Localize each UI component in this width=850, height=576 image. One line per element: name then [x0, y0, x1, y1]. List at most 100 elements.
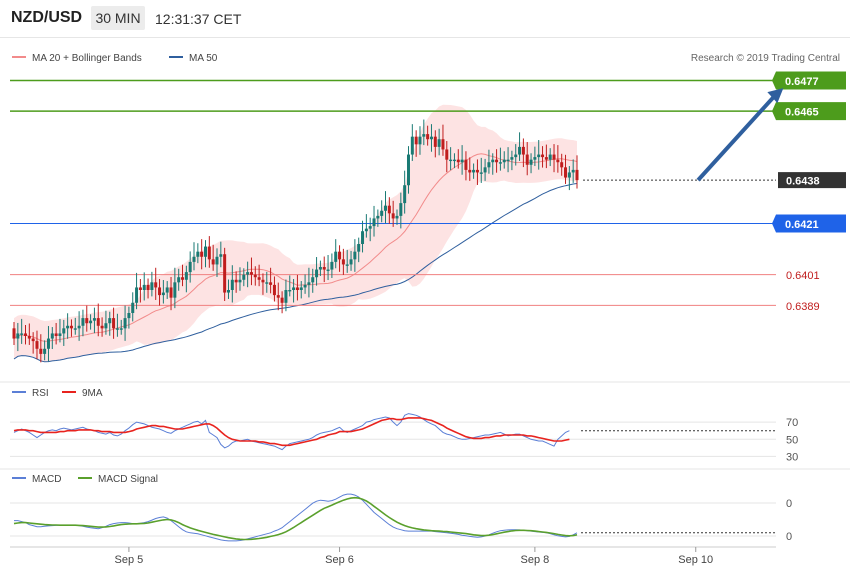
candle [495, 159, 499, 163]
candle [376, 215, 380, 219]
candle [77, 325, 81, 329]
candle [234, 279, 238, 283]
header-divider [0, 37, 850, 38]
candle [307, 282, 311, 285]
candle [50, 333, 54, 339]
candle [253, 274, 257, 278]
macd-signal-line [13, 496, 578, 541]
candle [537, 154, 541, 158]
legend-label-rsi: RSI [32, 388, 49, 399]
candle [506, 159, 510, 162]
ma20-line [13, 153, 578, 342]
candle [552, 154, 556, 160]
candle [429, 136, 433, 140]
rsi-tick-label: 70 [786, 417, 798, 429]
candle [295, 287, 299, 290]
candle [487, 162, 491, 168]
candle [322, 267, 326, 270]
rsi-panel: RSI 9MA 70 50 30 [0, 381, 850, 463]
legend-label-macd: MACD [32, 474, 61, 485]
macd-tick-label: 0 [786, 498, 792, 510]
candle [261, 279, 265, 283]
candle [127, 313, 131, 319]
candle [169, 287, 173, 298]
candle [23, 333, 27, 336]
candle [207, 246, 211, 260]
candle [89, 320, 93, 324]
candle [161, 292, 165, 296]
candle [81, 318, 85, 326]
candle [96, 318, 100, 326]
level-label-0.6477: 0.6477 [785, 76, 819, 88]
candle [242, 274, 246, 280]
candle [353, 251, 357, 260]
candle [119, 328, 123, 330]
candle [518, 146, 522, 155]
chart-header: NZD/USD 30 MIN 12:31:37 CET [0, 0, 850, 38]
candle [311, 277, 315, 283]
candle [541, 154, 545, 158]
rsi-line [13, 413, 570, 451]
candle [384, 205, 388, 211]
candle [472, 169, 476, 173]
level-tag-0.6477 [772, 71, 846, 90]
candle [154, 282, 158, 288]
candle [345, 264, 349, 266]
candle [318, 267, 322, 270]
time-tick-label: Sep 10 [678, 554, 713, 566]
price-panel: MA 20 + Bollinger Bands MA 50 Research © 2… [10, 53, 846, 363]
candle [173, 282, 177, 298]
candle [479, 172, 483, 174]
rsi-tick-label: 30 [786, 451, 798, 463]
candle [219, 254, 223, 257]
candle [387, 205, 391, 214]
candle [104, 323, 108, 329]
candle [230, 279, 234, 290]
candle [257, 277, 261, 280]
candle [514, 154, 518, 158]
candle [27, 336, 31, 339]
candle [564, 167, 568, 178]
candle [475, 169, 479, 173]
symbol-label: NZD/USD [11, 9, 83, 26]
time-tick-label: Sep 8 [521, 554, 550, 566]
candle [215, 256, 219, 265]
candle [380, 210, 384, 216]
candle [433, 136, 437, 147]
macd-panel: MACD MACD Signal 0 0 [0, 468, 850, 543]
last-price-tag [778, 172, 846, 189]
timeframe-button[interactable]: 30 MIN [91, 6, 145, 30]
candle [441, 139, 445, 150]
forecast-arrow [696, 93, 777, 182]
candle [115, 328, 119, 330]
candle [12, 328, 16, 339]
candle [575, 169, 579, 181]
ma50-line [13, 183, 578, 363]
candle [303, 284, 307, 288]
candle [533, 157, 537, 160]
candle [284, 290, 288, 303]
candle [58, 333, 62, 336]
candle [54, 333, 58, 336]
candle [20, 333, 24, 335]
forecast-arrow-head [767, 88, 784, 104]
candle [165, 287, 169, 293]
candle [326, 269, 330, 271]
candle [223, 254, 227, 293]
candle [196, 251, 200, 257]
candle [571, 169, 575, 173]
candle [464, 159, 468, 170]
candle [315, 269, 319, 278]
candle [395, 215, 399, 219]
candle [468, 169, 472, 173]
candle [364, 228, 368, 232]
candle [184, 272, 188, 280]
candle [146, 284, 150, 290]
candle [510, 157, 514, 160]
level-label-0.6421: 0.6421 [785, 219, 819, 231]
candle [406, 154, 410, 186]
candle [85, 318, 89, 324]
level-tag-0.6421 [772, 214, 846, 233]
macd-tick-label: 0 [786, 531, 792, 543]
